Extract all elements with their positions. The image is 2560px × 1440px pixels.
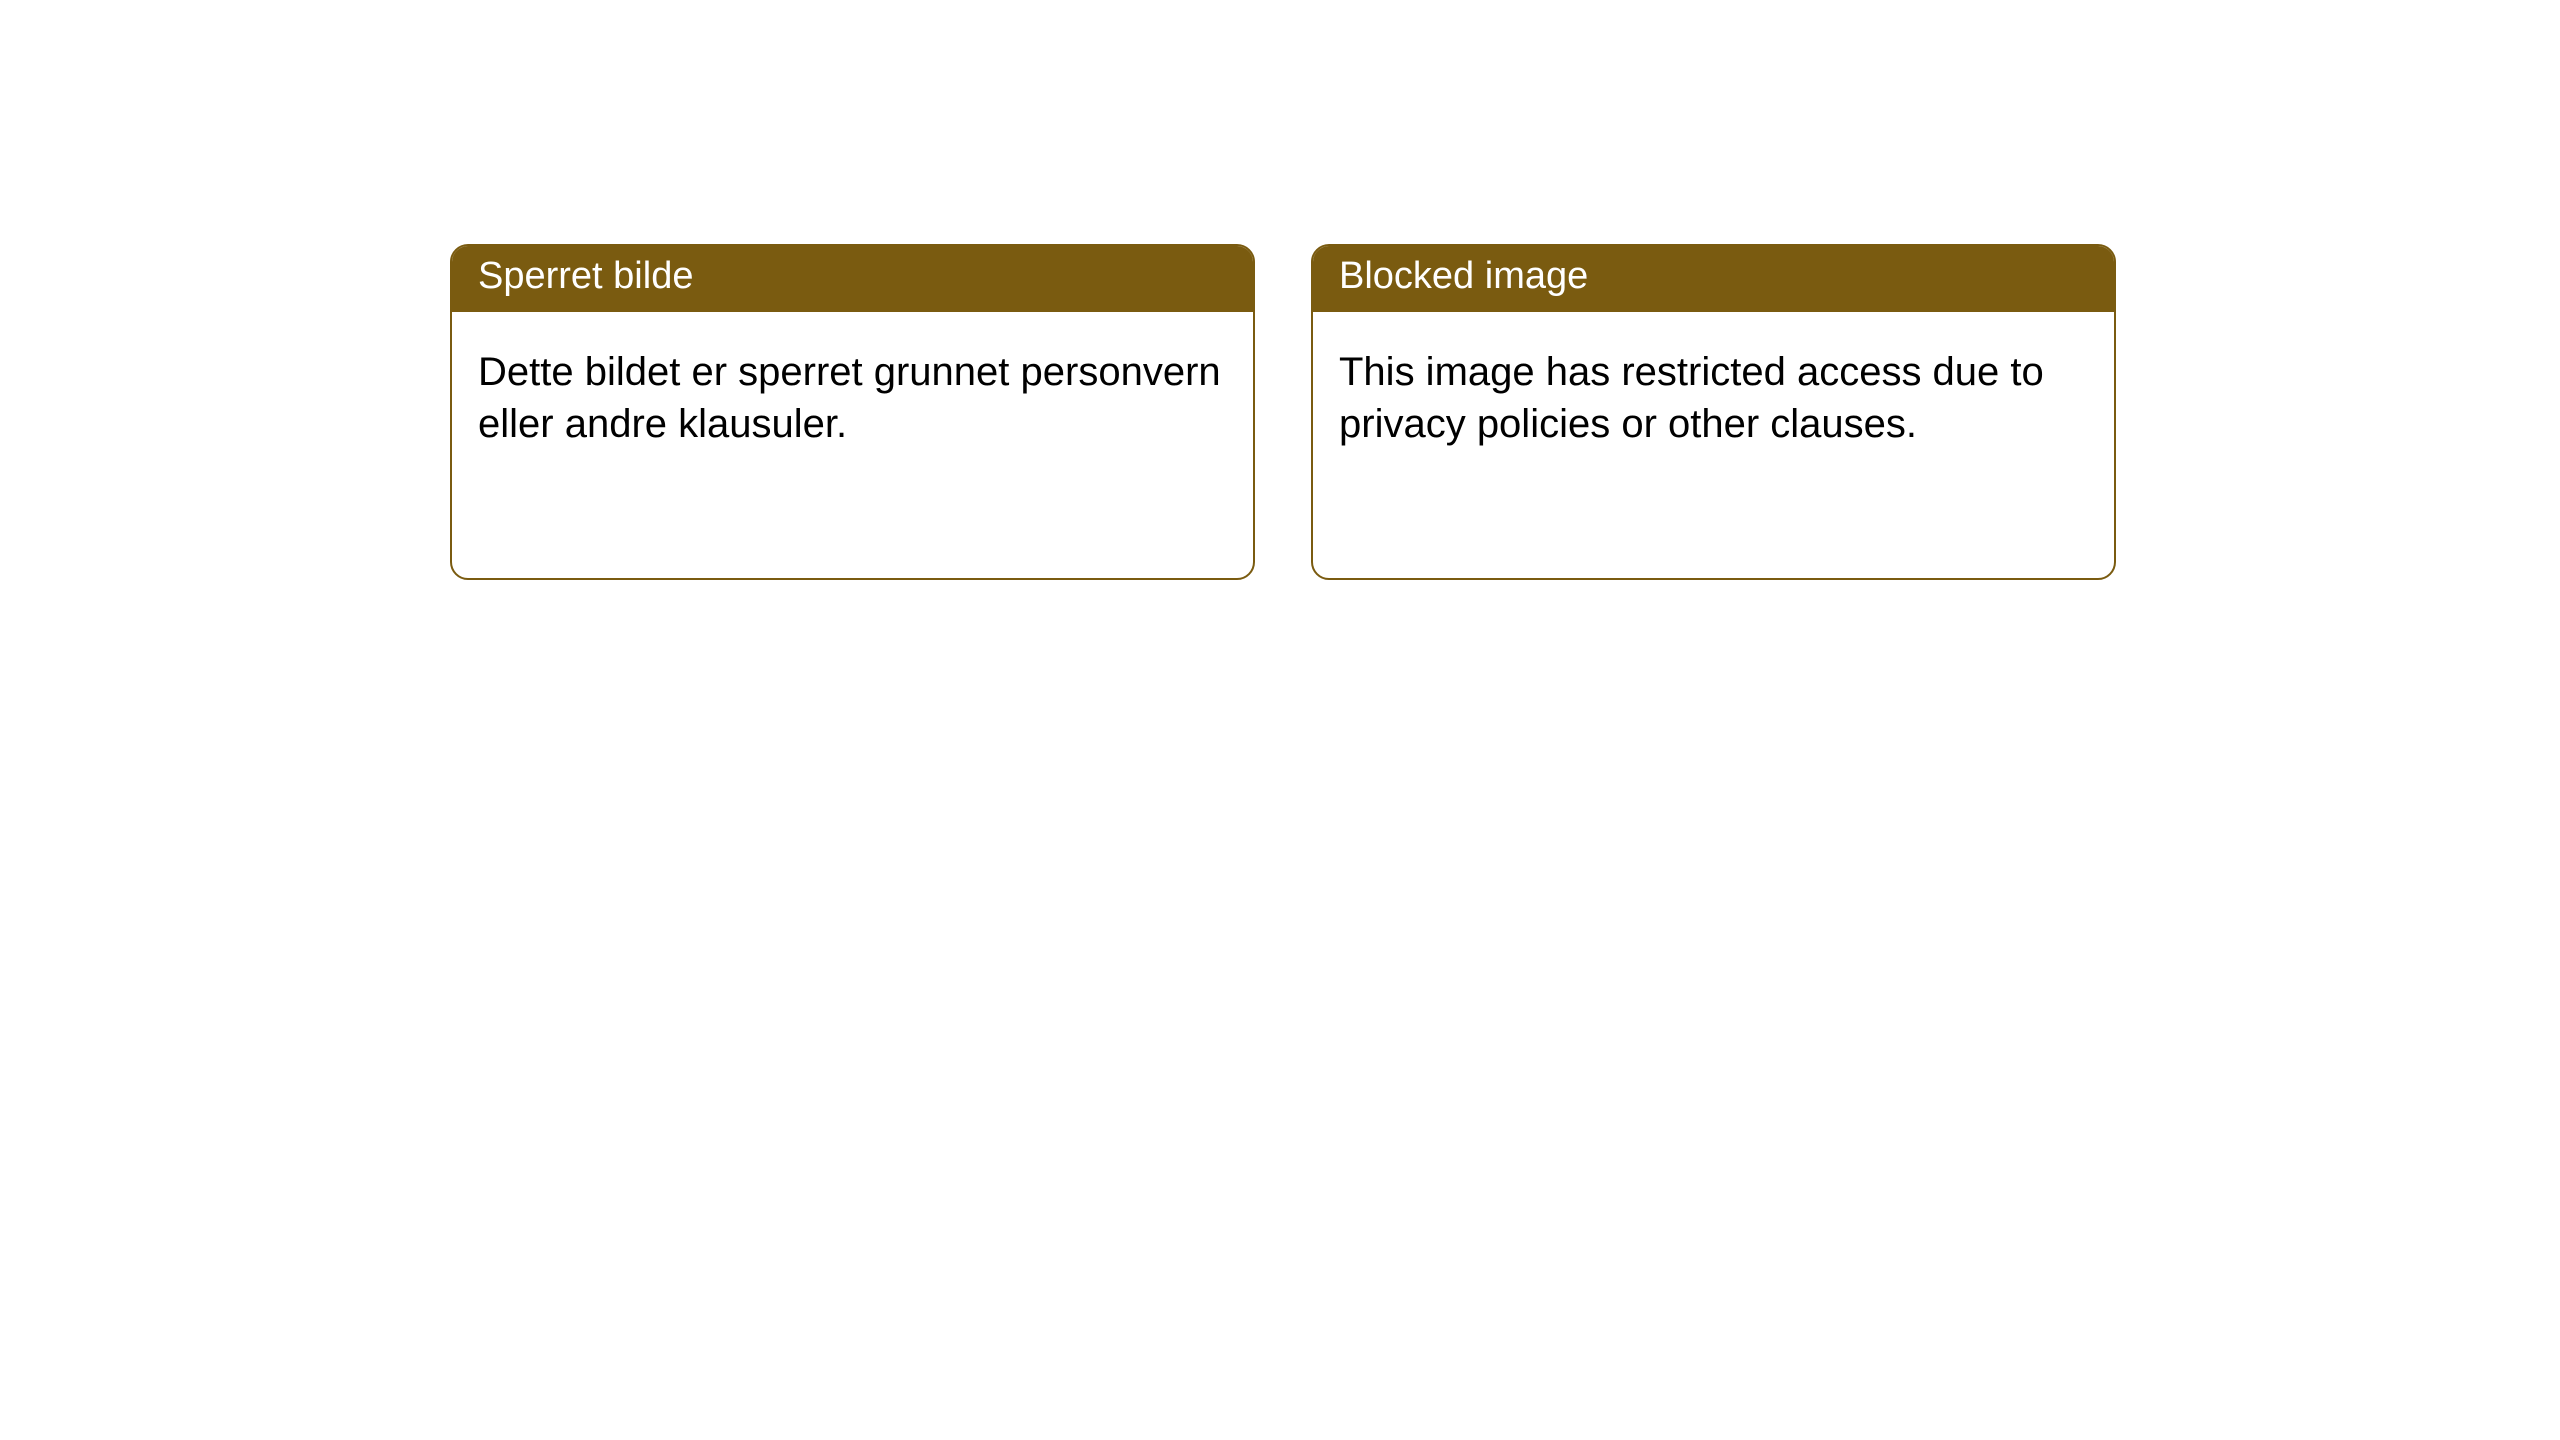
notice-body: This image has restricted access due to … — [1313, 312, 2114, 476]
notice-body: Dette bildet er sperret grunnet personve… — [452, 312, 1253, 476]
notice-header: Blocked image — [1313, 246, 2114, 312]
notice-container: Sperret bilde Dette bildet er sperret gr… — [450, 244, 2116, 580]
notice-header: Sperret bilde — [452, 246, 1253, 312]
notice-card-english: Blocked image This image has restricted … — [1311, 244, 2116, 580]
notice-card-norwegian: Sperret bilde Dette bildet er sperret gr… — [450, 244, 1255, 580]
